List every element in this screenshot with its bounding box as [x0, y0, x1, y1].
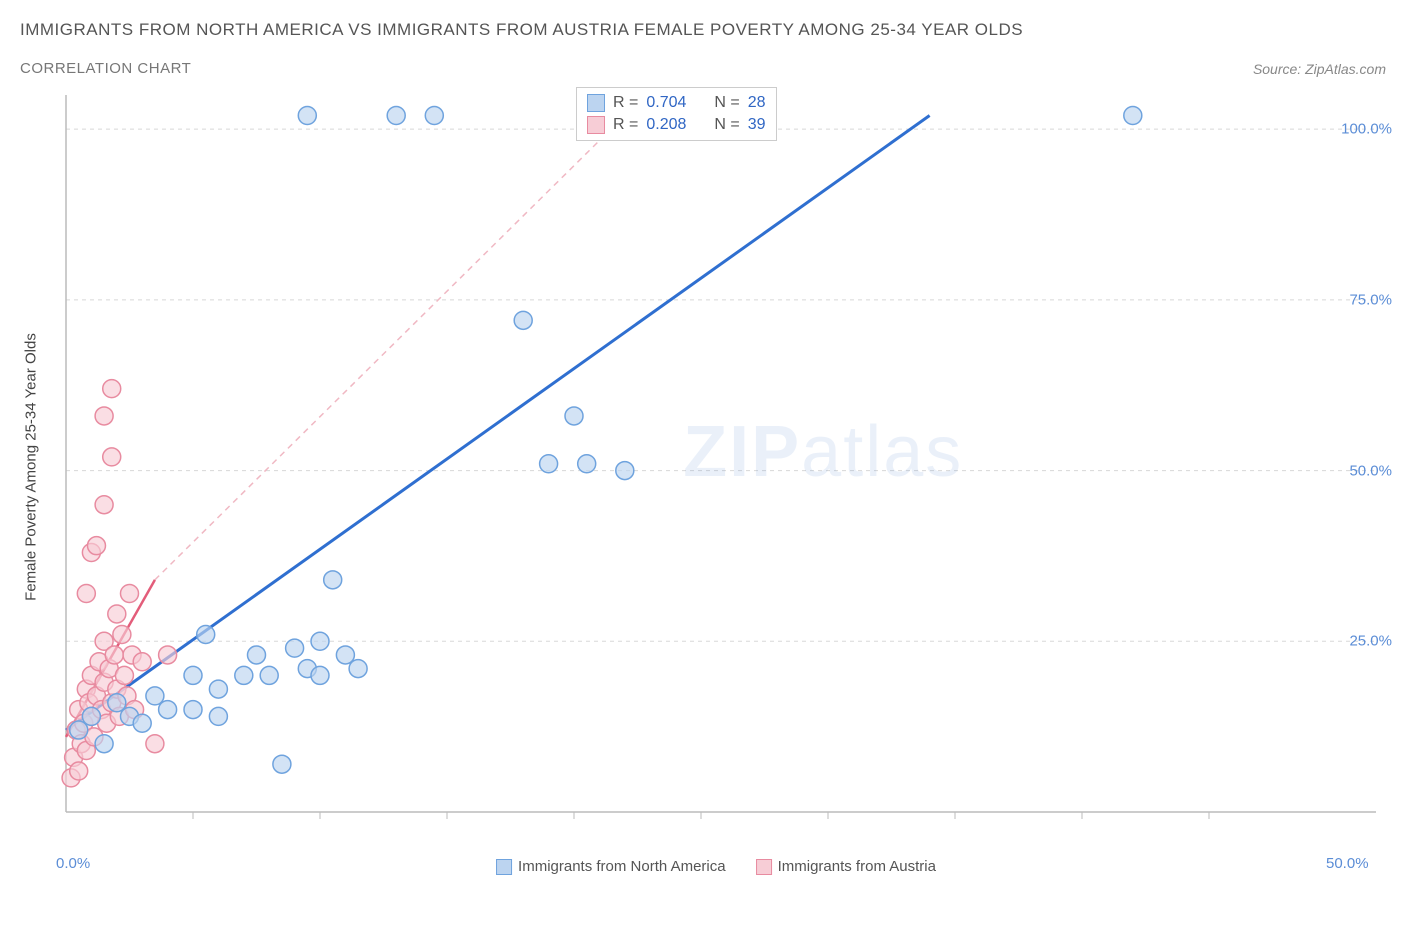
x-tick-label: 0.0% [56, 855, 90, 872]
chart-title: IMMIGRANTS FROM NORTH AMERICA VS IMMIGRA… [20, 20, 1386, 40]
legend-swatch [756, 859, 772, 875]
plot-area: Female Poverty Among 25-34 Year Olds ZIP… [46, 87, 1386, 847]
chart-subtitle: CORRELATION CHART [20, 60, 191, 77]
x-tick-label: 50.0% [1326, 855, 1369, 872]
bottom-legend: Immigrants from North America Immigrants … [496, 858, 936, 875]
legend-item: Immigrants from North America [496, 858, 726, 875]
stats-row: R = 0.704 N = 28 [587, 92, 766, 114]
y-tick-label: 100.0% [1341, 121, 1392, 138]
stats-r-value: 0.704 [646, 94, 686, 112]
legend-item: Immigrants from Austria [756, 858, 936, 875]
stats-r-label: R = [613, 116, 638, 134]
stats-n-value: 28 [748, 94, 766, 112]
y-tick-label: 50.0% [1349, 462, 1392, 479]
subtitle-row: CORRELATION CHART Source: ZipAtlas.com [20, 60, 1386, 77]
stats-r-label: R = [613, 94, 638, 112]
legend-label: Immigrants from Austria [778, 858, 936, 875]
y-tick-label: 25.0% [1349, 633, 1392, 650]
chart-source: Source: ZipAtlas.com [1253, 61, 1386, 77]
stats-swatch [587, 94, 605, 112]
y-axis-label: Female Poverty Among 25-34 Year Olds [23, 333, 40, 601]
stats-n-label: N = [714, 116, 739, 134]
stats-row: R = 0.208 N = 39 [587, 114, 766, 136]
y-tick-label: 75.0% [1349, 291, 1392, 308]
stats-r-value: 0.208 [646, 116, 686, 134]
stats-n-value: 39 [748, 116, 766, 134]
stats-swatch [587, 116, 605, 134]
legend-swatch [496, 859, 512, 875]
correlation-chart: IMMIGRANTS FROM NORTH AMERICA VS IMMIGRA… [20, 20, 1386, 910]
stats-legend-box: R = 0.704 N = 28 R = 0.208 N = 39 [576, 87, 777, 141]
stats-n-label: N = [714, 94, 739, 112]
scatter-plot-svg [46, 87, 1386, 847]
legend-label: Immigrants from North America [518, 858, 726, 875]
